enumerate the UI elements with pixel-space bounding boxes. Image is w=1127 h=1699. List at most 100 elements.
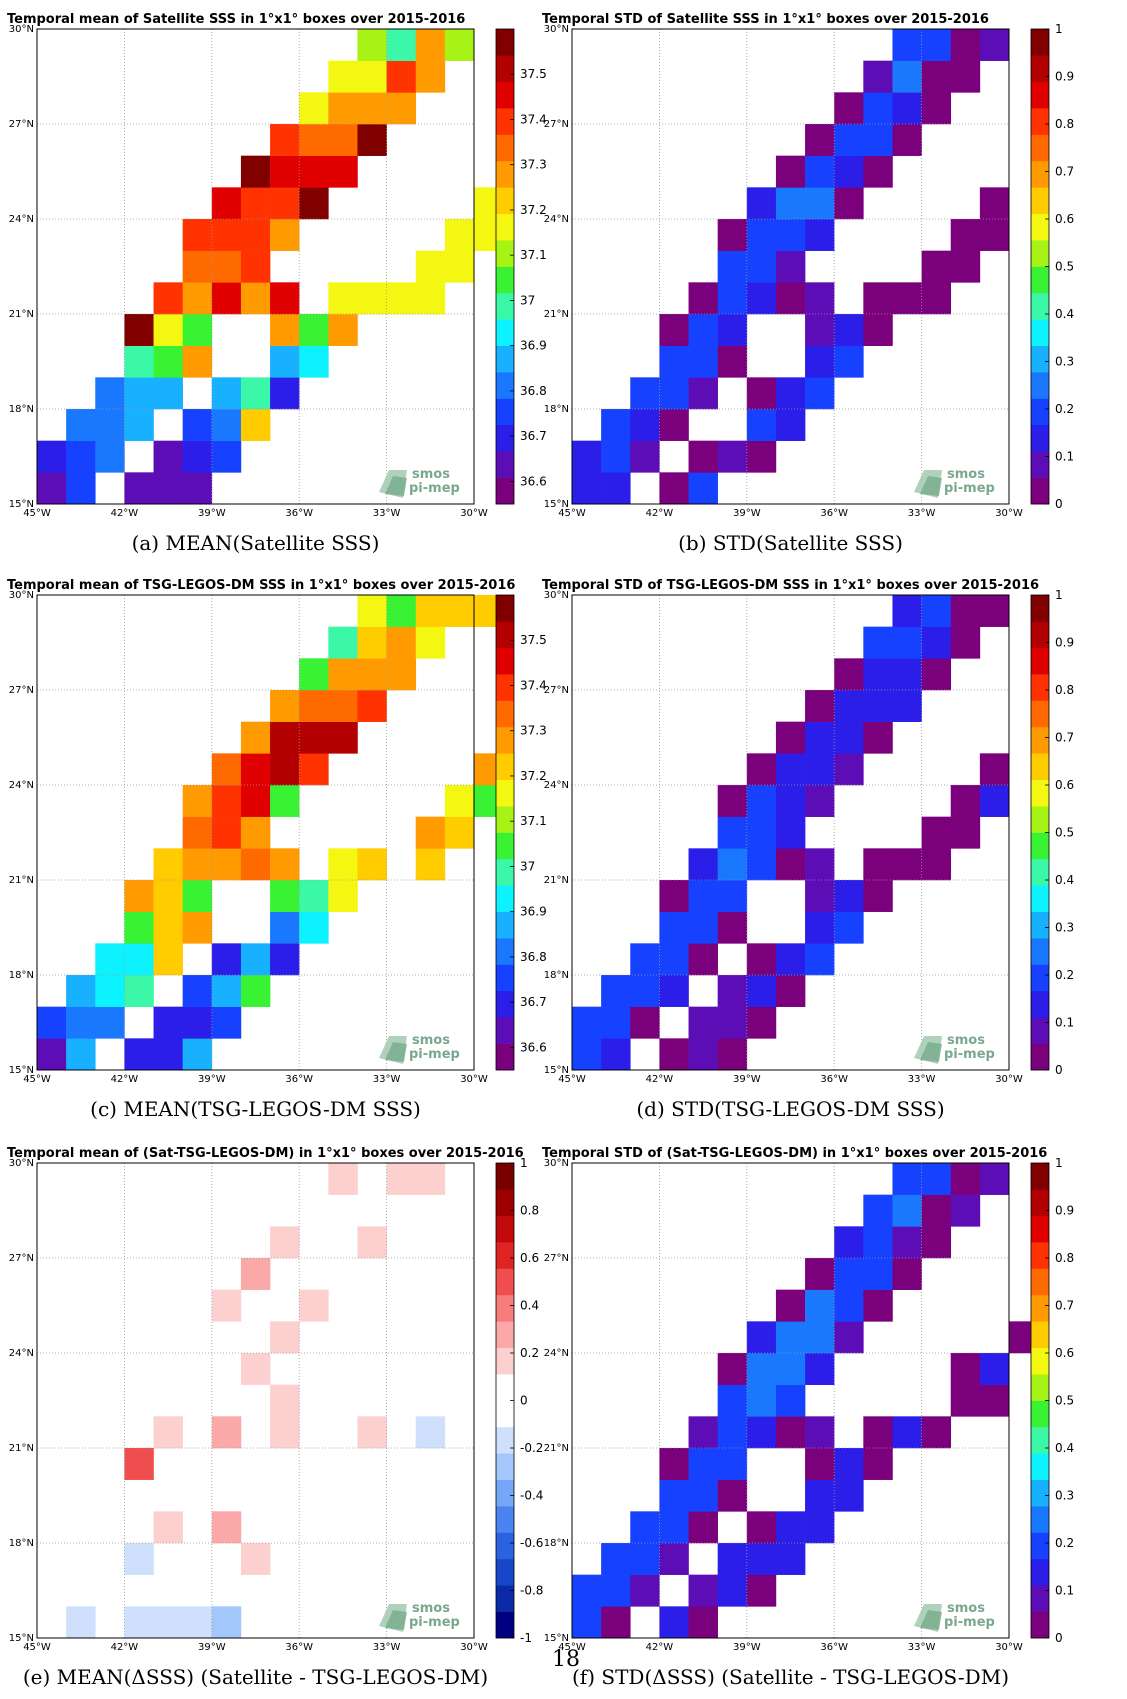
heatmap-cell [775,250,806,283]
heatmap-cell [270,314,300,346]
heatmap-cell [601,472,631,505]
y-tick-label: 27°N [544,1253,569,1264]
colorbar-tick-label: 37.4 [520,112,547,126]
heatmap-cell [328,1163,358,1195]
heatmap-cell [386,92,417,125]
heatmap-cell [357,60,387,93]
heatmap-cell [688,911,718,944]
colorbar-segment [496,477,514,505]
colorbar-segment [1031,1532,1049,1560]
heatmap-cell [717,1574,748,1607]
heatmap-cell [659,1038,689,1071]
heatmap-cell [746,250,777,283]
colorbar-tick-label: 37.1 [520,248,547,262]
colorbar-tick-label: 36.6 [520,1040,547,1054]
heatmap-cell [386,626,417,659]
heatmap-cell [124,1448,154,1480]
heatmap-cell [950,1163,981,1195]
heatmap-cell [270,1416,300,1449]
x-tick-label: 33°W [908,508,936,519]
heatmap-cell [211,816,242,849]
heatmap-cell [630,1574,660,1607]
colorbar-segment [1031,1163,1049,1190]
heatmap-cell [601,975,631,1007]
heatmap-cell [805,1416,835,1449]
heatmap-cell [834,753,864,786]
heatmap-cell [270,124,300,156]
heatmap-cell [299,155,329,188]
heatmap-cell [66,472,96,505]
heatmap-cell [921,816,952,849]
heatmap-cell [717,314,748,346]
heatmap-cell [153,911,183,944]
heatmap-cell [746,1321,777,1354]
heatmap-cell [717,219,748,251]
heatmap-cell [124,377,154,410]
colorbar-tick-label: 0.5 [1055,260,1074,274]
colorbar-segment [496,674,514,701]
colorbar-segment [496,621,514,649]
heatmap-cell [717,345,748,378]
y-tick-label: 27°N [544,685,569,696]
y-tick-label: 15°N [9,499,34,510]
heatmap-cell [834,690,864,722]
x-tick-label: 30°W [460,1074,488,1085]
heatmap-cell [153,440,183,473]
heatmap-cell [979,219,1010,251]
heatmap-cell [270,1321,300,1354]
heatmap-cell [979,1163,1010,1195]
colorbar-tick-label: 37.4 [520,678,547,692]
heatmap-cell [572,1006,602,1039]
colorbar-segment [1031,266,1049,294]
heatmap-cell [182,250,213,283]
heatmap-cell [834,880,864,912]
colorbar-tick-label: 0.2 [1055,402,1074,416]
colorbar-tick-label: 1 [1055,22,1063,36]
heatmap-cell [211,1416,242,1449]
colorbar-segment [496,29,514,56]
heatmap-cell [95,1006,125,1039]
heatmap-cell [630,943,660,976]
heatmap-cell [979,187,1010,220]
heatmap-cell [37,440,67,473]
heatmap-cell [717,282,748,315]
colorbar-segment [496,1426,514,1454]
heatmap-cell [270,753,300,786]
colorbar-segment [1031,345,1049,373]
heatmap-cell [863,880,893,912]
colorbar-segment [496,726,514,754]
colorbar-tick-label: 37.2 [520,769,547,783]
heatmap-cell [892,29,922,61]
heatmap-cell [357,595,387,627]
colorbar-tick-label: 0.8 [1055,683,1074,697]
y-tick-label: 30°N [544,590,569,601]
x-tick-label: 30°W [995,1074,1023,1085]
panel-title: Temporal STD of TSG-LEGOS-DM SSS in 1°x1… [542,578,1039,593]
colorbar-segment [1031,451,1049,478]
heatmap-cell [357,92,387,125]
heatmap-cell [153,314,183,346]
heatmap-cell [601,1574,631,1607]
heatmap-cell [863,92,893,125]
heatmap-cell [95,943,125,976]
plot-frame [36,28,475,505]
heatmap-cell [688,1038,718,1071]
heatmap-cell [717,816,748,849]
colorbar-segment [496,964,514,992]
heatmap-cell [124,314,154,346]
heatmap-cell [950,595,981,627]
y-tick-label: 24°N [544,780,569,791]
y-tick-label: 24°N [9,780,34,791]
colorbar-tick-label: 0.3 [1055,1489,1074,1503]
y-tick-label: 30°N [9,1158,34,1169]
x-tick-label: 42°W [111,1074,139,1085]
heatmap-cell [240,1543,271,1575]
heatmap-cell [746,1416,777,1449]
heatmap-cell [863,1194,893,1227]
colorbar-segment [496,160,514,188]
x-tick-label: 33°W [373,1642,401,1653]
colorbar-segment [496,108,514,135]
heatmap-cell [415,60,446,93]
heatmap-cell [601,1543,631,1575]
